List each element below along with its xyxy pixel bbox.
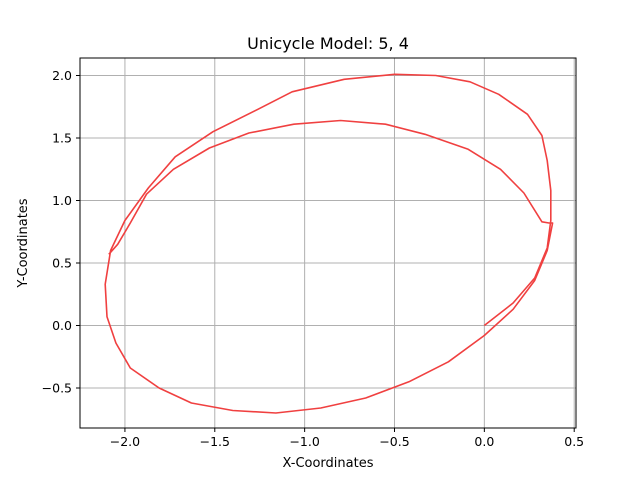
chart-title: Unicycle Model: 5, 4: [247, 34, 409, 53]
x-tick-label: −1.5: [200, 434, 230, 449]
y-tick-label: 2.0: [52, 68, 72, 83]
y-tick-label: 0.0: [52, 318, 72, 333]
y-axis: −0.5 0.0 0.5 1.0 1.5 2.0: [42, 68, 80, 396]
y-tick-label: 1.0: [52, 193, 72, 208]
trajectory-line: [104, 73, 554, 414]
x-axis-label: X-Coordinates: [283, 456, 374, 471]
x-tick-label: −0.5: [379, 434, 409, 449]
axes-frame: [79, 57, 577, 429]
x-tick-label: −1.0: [289, 434, 319, 449]
y-tick-label: 0.5: [52, 256, 72, 271]
x-tick-label: −2.0: [110, 434, 140, 449]
x-tick-label: 0.5: [564, 434, 584, 449]
x-axis: −2.0 −1.5 −1.0 −0.5 0.0 0.5: [110, 428, 584, 449]
y-tick-label: 1.5: [52, 131, 72, 146]
y-tick-label: −0.5: [42, 381, 72, 396]
x-tick-label: 0.0: [474, 434, 494, 449]
plot-area: [104, 73, 554, 414]
grid-lines: [80, 58, 576, 428]
y-axis-label: Y-Coordinates: [16, 198, 31, 288]
